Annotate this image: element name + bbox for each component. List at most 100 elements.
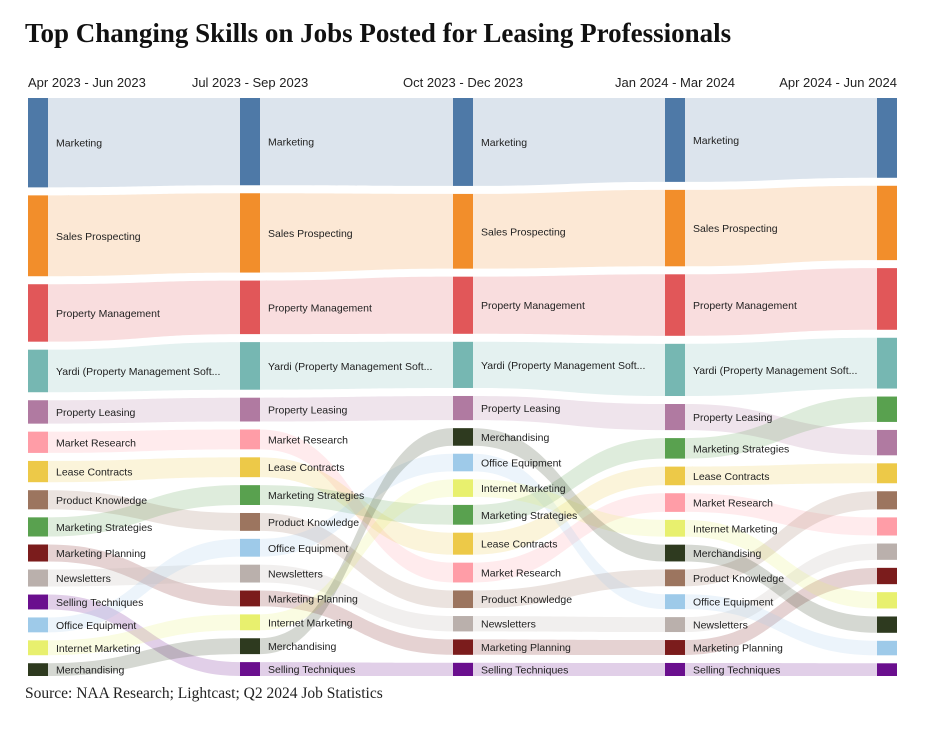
- node-office-equipment-1: [28, 617, 48, 633]
- node-office-equipment-4: [665, 594, 685, 610]
- node-label-yardi-property-management-software-2: Yardi (Property Management Soft...: [268, 361, 432, 373]
- node-label-internet-marketing-2: Internet Marketing: [268, 617, 353, 629]
- node-newsletters-3: [453, 616, 473, 632]
- node-property-management-2: [240, 280, 260, 335]
- node-label-marketing-2: Marketing: [268, 137, 314, 149]
- link-market-research-4: [685, 493, 877, 536]
- node-label-lease-contracts-4: Lease Contracts: [693, 471, 769, 483]
- node-marketing-2: [240, 98, 260, 186]
- period-label-2: Jul 2023 - Sep 2023: [192, 75, 308, 90]
- link-sales-prospecting-2: [260, 193, 453, 273]
- link-yardi-property-management-software-4: [685, 337, 877, 397]
- link-merchandising-4: [685, 544, 877, 633]
- link-newsletters-2: [260, 564, 453, 632]
- node-label-property-leasing-1: Property Leasing: [56, 407, 136, 419]
- node-sales-prospecting-5: [877, 185, 897, 261]
- node-label-selling-techniques-1: Selling Techniques: [56, 597, 143, 609]
- node-marketing-planning-3: [453, 639, 473, 655]
- node-property-management-4: [665, 274, 685, 336]
- link-marketing-strategies-1: [48, 485, 240, 537]
- link-product-knowledge-1: [48, 490, 240, 531]
- node-label-product-knowledge-1: Product Knowledge: [56, 495, 147, 507]
- node-label-yardi-property-management-software-1: Yardi (Property Management Soft...: [56, 366, 220, 378]
- node-label-yardi-property-management-software-4: Yardi (Property Management Soft...: [693, 365, 857, 377]
- node-marketing-planning-4: [665, 640, 685, 655]
- node-product-knowledge-3: [453, 590, 473, 609]
- node-sales-prospecting-3: [453, 193, 473, 269]
- link-selling-techniques-2: [260, 662, 453, 676]
- node-label-marketing-4: Marketing: [693, 135, 739, 147]
- period-label-1: Apr 2023 - Jun 2023: [28, 75, 146, 90]
- link-property-leasing-2: [260, 395, 453, 422]
- link-product-knowledge-4: [685, 491, 877, 587]
- link-property-leasing-1: [48, 397, 240, 424]
- node-property-leasing-1: [28, 400, 48, 424]
- links-layer: [48, 98, 877, 676]
- link-selling-techniques-1: [48, 594, 240, 676]
- node-internet-marketing-1: [28, 640, 48, 656]
- link-yardi-property-management-software-3: [473, 341, 665, 397]
- source-note: Source: NAA Research; Lightcast; Q2 2024…: [25, 685, 383, 702]
- node-market-research-2: [240, 429, 260, 450]
- node-label-selling-techniques-3: Selling Techniques: [481, 664, 568, 676]
- link-marketing-planning-2: [260, 590, 453, 655]
- link-office-equipment-2: [260, 453, 453, 557]
- node-internet-marketing-2: [240, 614, 260, 631]
- node-marketing-4: [665, 98, 685, 182]
- node-sales-prospecting-4: [665, 189, 685, 267]
- node-label-property-management-1: Property Management: [56, 308, 160, 320]
- node-lease-contracts-4: [665, 466, 685, 486]
- node-market-research-5: [877, 517, 897, 536]
- node-label-newsletters-1: Newsletters: [56, 573, 111, 585]
- node-yardi-property-management-software-4: [665, 343, 685, 397]
- link-internet-marketing-1: [48, 614, 240, 656]
- link-selling-techniques-4: [685, 662, 877, 676]
- link-market-research-2: [260, 429, 453, 583]
- link-marketing-planning-4: [685, 567, 877, 655]
- node-property-management-3: [453, 276, 473, 334]
- node-label-marketing-1: Marketing: [56, 138, 102, 150]
- link-lease-contracts-4: [685, 463, 877, 486]
- node-label-internet-marketing-4: Internet Marketing: [693, 523, 778, 535]
- node-label-newsletters-4: Newsletters: [693, 620, 748, 632]
- node-label-yardi-property-management-software-3: Yardi (Property Management Soft...: [481, 360, 645, 372]
- link-newsletters-3: [473, 616, 665, 633]
- node-label-property-leasing-2: Property Leasing: [268, 405, 348, 417]
- node-label-lease-contracts-3: Lease Contracts: [481, 539, 557, 551]
- node-label-merchandising-1: Merchandising: [56, 665, 124, 677]
- link-internet-marketing-3: [473, 479, 665, 537]
- node-internet-marketing-3: [453, 479, 473, 497]
- link-merchandising-3: [473, 428, 665, 562]
- node-marketing-strategies-2: [240, 485, 260, 505]
- node-label-office-equipment-2: Office Equipment: [268, 543, 348, 555]
- node-property-leasing-2: [240, 397, 260, 422]
- node-marketing-strategies-3: [453, 504, 473, 525]
- node-label-marketing-planning-2: Marketing Planning: [268, 593, 358, 605]
- node-label-newsletters-3: Newsletters: [481, 619, 536, 631]
- node-selling-techniques-2: [240, 662, 260, 676]
- node-label-market-research-3: Market Research: [481, 568, 561, 580]
- link-sales-prospecting-3: [473, 189, 665, 269]
- node-label-sales-prospecting-4: Sales Prospecting: [693, 223, 778, 235]
- link-lease-contracts-1: [48, 457, 240, 483]
- node-yardi-property-management-software-3: [453, 341, 473, 388]
- node-newsletters-2: [240, 564, 260, 583]
- nodes-layer: Marketing Marketing Marketing Marketing Sale…: [28, 98, 897, 677]
- node-selling-techniques-5: [877, 663, 897, 676]
- chart-title: Top Changing Skills on Jobs Posted for L…: [25, 18, 732, 48]
- link-newsletters-4: [685, 543, 877, 633]
- node-label-sales-prospecting-1: Sales Prospecting: [56, 231, 141, 243]
- link-property-management-1: [48, 280, 240, 342]
- node-label-product-knowledge-3: Product Knowledge: [481, 594, 572, 606]
- node-marketing-planning-2: [240, 590, 260, 607]
- node-label-lease-contracts-1: Lease Contracts: [56, 467, 132, 479]
- node-marketing-3: [453, 98, 473, 186]
- link-office-equipment-4: [685, 594, 877, 656]
- node-product-knowledge-5: [877, 491, 897, 510]
- node-selling-techniques-1: [28, 594, 48, 610]
- node-label-marketing-planning-1: Marketing Planning: [56, 548, 146, 560]
- node-product-knowledge-2: [240, 512, 260, 531]
- node-label-product-knowledge-4: Product Knowledge: [693, 573, 784, 585]
- link-marketing-planning-3: [473, 639, 665, 655]
- link-property-management-2: [260, 276, 453, 335]
